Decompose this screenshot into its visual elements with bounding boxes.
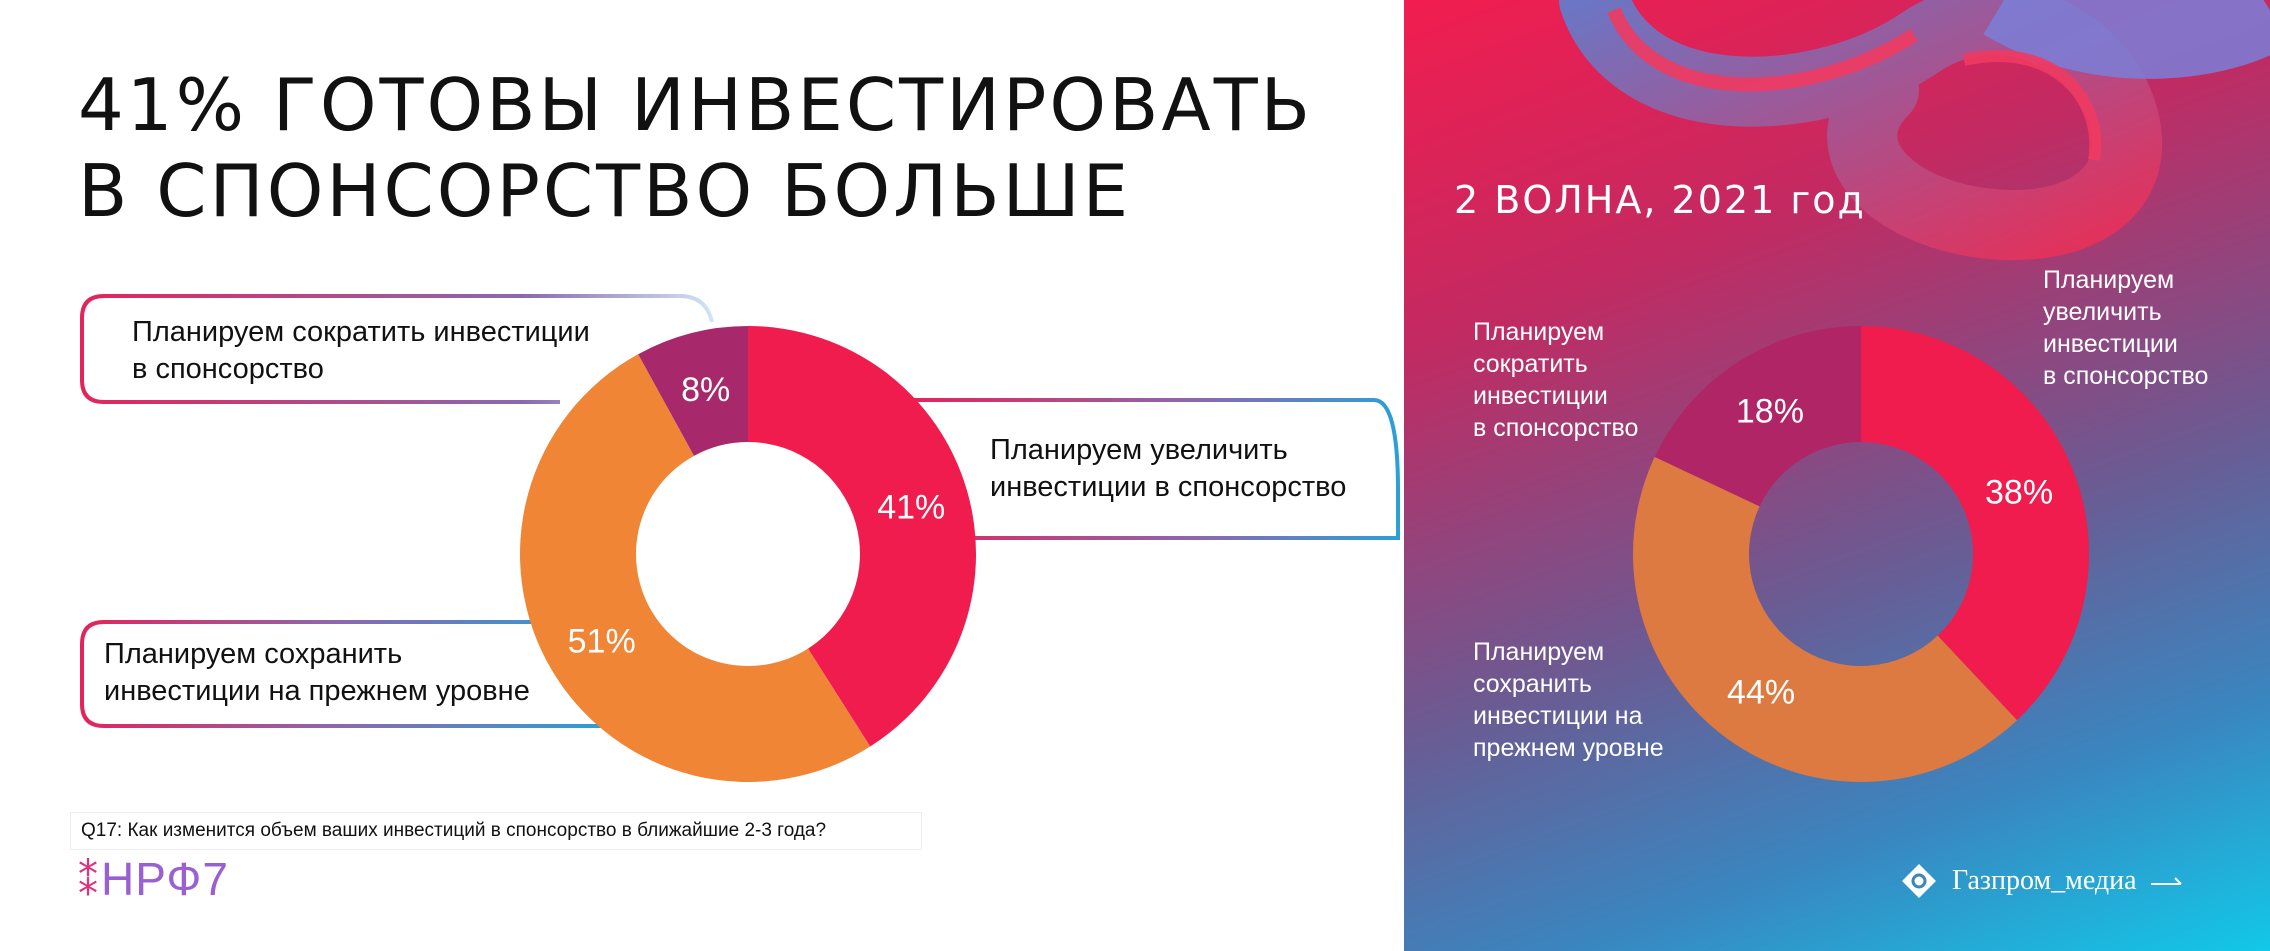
gazprom-media-logo-icon (1902, 864, 1936, 898)
callout-bracket-keep (80, 620, 608, 728)
nrf-logo-text: НРФ7 (101, 853, 229, 905)
data-label-decrease: 8% (681, 371, 730, 409)
callout-right-decrease: Планируем сократить инвестиции в спонсор… (1473, 316, 1638, 444)
callout-keep-line-1: Планируем сохранить (104, 638, 403, 670)
callout-right-increase-line-3: инвестиции (2043, 330, 2178, 358)
page-title-line-1: 41% ГОТОВЫ ИНВЕСТИРОВАТЬ (78, 63, 1314, 147)
data-label-increase: 38% (1985, 473, 2053, 511)
arrow-right-icon (2150, 877, 2182, 885)
callout-bracket-increase (912, 398, 1400, 540)
data-label-decrease: 18% (1736, 392, 1804, 430)
slice-keep (1632, 456, 2018, 783)
callout-right-increase-line-4: в спонсорство (2043, 362, 2209, 390)
gazprom-media-logo: Газпром_медиа (1900, 862, 2185, 900)
callout-decrease: Планируем сократить инвестиции в спонсор… (132, 314, 590, 388)
page-title: 41% ГОТОВЫ ИНВЕСТИРОВАТЬ В СПОНСОРСТВО Б… (78, 62, 1313, 234)
data-label-increase: 41% (877, 488, 945, 526)
callout-right-keep-line-4: прежнем уровне (1473, 734, 1664, 762)
callout-right-increase: Планируем увеличить инвестиции в спонсор… (2043, 264, 2208, 392)
callout-right-increase-line-2: увеличить (2043, 298, 2162, 326)
page-title-line-2: В СПОНСОРСТВО БОЛЬШЕ (78, 149, 1132, 233)
data-label-keep: 44% (1727, 673, 1795, 711)
callout-right-keep: Планируем сохранить инвестиции на прежне… (1473, 636, 1664, 764)
callout-decrease-line-1: Планируем сократить инвестиции (132, 316, 590, 348)
slice-increase (748, 326, 976, 747)
right-panel (1404, 0, 2270, 951)
survey-question: Q17: Как изменится объем ваших инвестици… (70, 812, 922, 850)
callout-increase-line-2: инвестиции в спонсорство (990, 471, 1347, 503)
callout-right-keep-line-3: инвестиции на (1473, 702, 1643, 730)
callout-decrease-line-2: в спонсорство (132, 353, 324, 385)
callout-bracket-decrease (80, 294, 714, 404)
callout-right-decrease-line-4: в спонсорство (1473, 414, 1639, 442)
callout-keep: Планируем сохранить инвестиции на прежне… (104, 636, 530, 710)
nrf-logo: ⁑НРФ7 (78, 852, 229, 906)
callout-right-keep-line-1: Планируем (1473, 638, 1605, 666)
slice-decrease (638, 326, 748, 456)
left-panel (0, 0, 1404, 951)
slice-increase (1861, 326, 2089, 721)
gazprom-media-logo-text: Газпром_медиа (1952, 865, 2137, 896)
nrf-logo-mark-icon: ⁑ (78, 860, 99, 904)
callout-right-decrease-line-3: инвестиции (1473, 382, 1608, 410)
slice-decrease (1654, 326, 1861, 507)
decorative-ribbon (1559, 0, 2270, 261)
callout-right-decrease-line-2: сократить (1473, 350, 1588, 378)
callout-right-keep-line-2: сохранить (1473, 670, 1592, 698)
data-label-keep: 51% (568, 622, 636, 660)
wave-title: 2 ВОЛНА, 2021 год (1454, 178, 1866, 222)
callout-keep-line-2: инвестиции на прежнем уровне (104, 675, 530, 707)
callout-increase: Планируем увеличить инвестиции в спонсор… (990, 432, 1346, 506)
callout-right-increase-line-1: Планируем (2043, 266, 2175, 294)
callout-right-decrease-line-1: Планируем (1473, 318, 1605, 346)
slice-keep (520, 354, 871, 782)
callout-increase-line-1: Планируем увеличить (990, 434, 1288, 466)
